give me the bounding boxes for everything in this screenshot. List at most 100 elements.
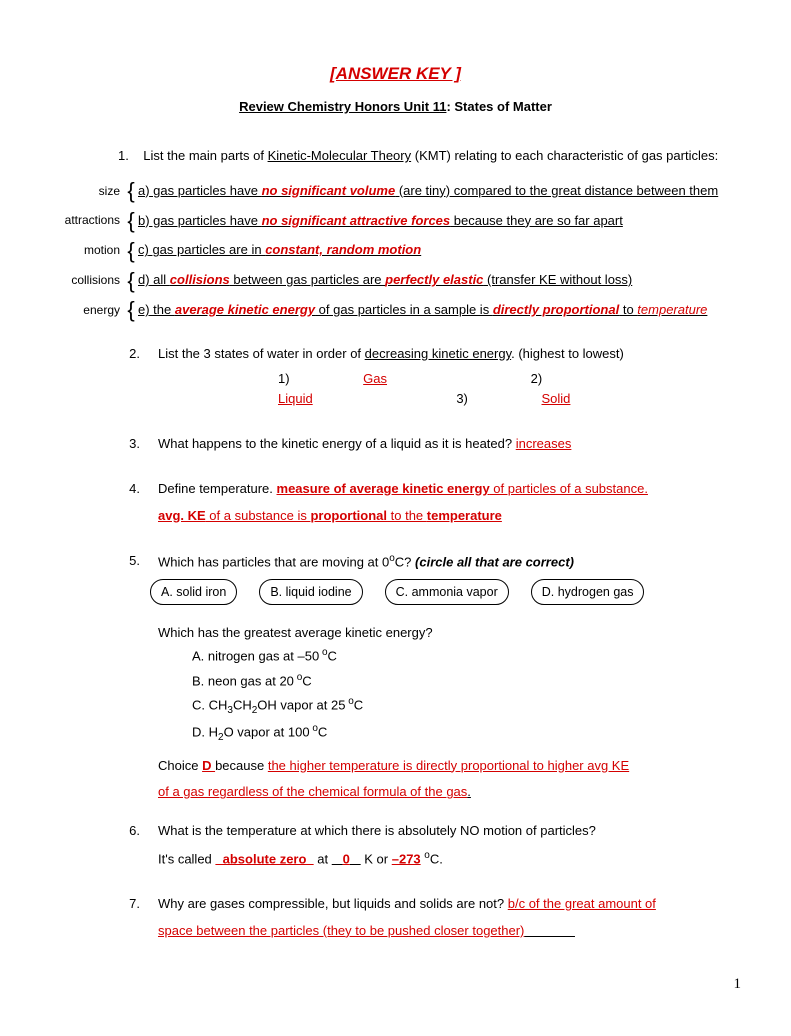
page-number: 1	[50, 972, 741, 996]
choice-explain-2: of a gas regardless of the chemical form…	[158, 782, 741, 803]
t: because	[215, 758, 268, 773]
t: at	[314, 851, 332, 866]
q6: 6. What is the temperature at which ther…	[50, 821, 741, 870]
t: gas particles have	[150, 213, 262, 228]
kmt-letter: b)	[138, 213, 150, 228]
t: K or	[361, 851, 392, 866]
kmt-text: a) gas particles have no significant vol…	[138, 181, 741, 202]
subtitle-rest: : States of Matter	[446, 99, 551, 114]
t: What happens to the kinetic energy of a …	[158, 436, 516, 451]
kmt-text: d) all collisions between gas particles …	[138, 270, 741, 291]
kmt-row-attractions: attractions { b) gas particles have no s…	[50, 211, 741, 232]
t: What is the temperature at which there i…	[158, 823, 596, 838]
opt-c: C. CH3CH2OH vapor at 25 oC	[192, 694, 741, 719]
ans: measure of average kinetic energy	[277, 481, 490, 496]
qnum: 6.	[50, 821, 158, 842]
ans: Gas	[363, 371, 387, 386]
sup-o: o	[310, 723, 318, 734]
kmt-row-energy: energy { e) the average kinetic energy o…	[50, 300, 741, 321]
t: of gas particles in a sample is	[315, 302, 493, 317]
t: List the 3 states of water in order of	[158, 346, 365, 361]
choice-a: A. solid iron	[150, 579, 237, 605]
q1-text-u: Kinetic-Molecular Theory	[268, 148, 412, 163]
brace-icon: {	[124, 303, 138, 317]
t: Which has the greatest average kinetic e…	[158, 625, 433, 640]
qbody: Define temperature. measure of average k…	[158, 479, 741, 527]
q1-text-a: List the main parts of	[143, 148, 267, 163]
choice-c: C. ammonia vapor	[385, 579, 509, 605]
qnum: 7.	[50, 894, 158, 915]
t: CH	[233, 697, 252, 712]
ans: D	[202, 758, 215, 773]
qbody: What is the temperature at which there i…	[158, 821, 741, 870]
ans: 0	[343, 851, 350, 866]
qbody: List the 3 states of water in order of d…	[158, 344, 741, 410]
t: C.	[430, 851, 443, 866]
kmt-letter: a)	[138, 183, 150, 198]
q1-header: 1. List the main parts of Kinetic-Molecu…	[118, 146, 741, 167]
sup-o: o	[345, 696, 353, 707]
t: 1)	[278, 371, 293, 386]
kmt-letter: c)	[138, 242, 149, 257]
t	[350, 851, 361, 866]
kmt-label: attractions	[50, 211, 124, 230]
q3: 3. What happens to the kinetic energy of…	[50, 434, 741, 455]
kmt-text: b) gas particles have no significant att…	[138, 211, 741, 232]
t: 3)	[456, 391, 471, 406]
kmt-row-collisions: collisions { d) all collisions between g…	[50, 270, 741, 291]
subtitle: Review Chemistry Honors Unit 11: States …	[50, 97, 741, 118]
t: . (highest to lowest)	[511, 346, 624, 361]
ans: temperature	[427, 508, 502, 523]
t: Choice	[158, 758, 202, 773]
sup-o: o	[319, 647, 327, 658]
t: between gas particles are	[230, 272, 385, 287]
t: (transfer KE without loss)	[483, 272, 632, 287]
t: 2)	[531, 371, 543, 386]
ans: absolute zero	[215, 851, 313, 866]
brace-icon: {	[124, 214, 138, 228]
t: Which has particles that are moving at 0	[158, 554, 389, 569]
qnum: 5.	[50, 551, 158, 572]
q5b: Which has the greatest average kinetic e…	[50, 623, 741, 803]
kmt-row-size: size { a) gas particles have no signific…	[50, 181, 741, 202]
t: D. H	[192, 724, 218, 739]
ans: –273	[392, 851, 421, 866]
t: Why are gases compressible, but liquids …	[158, 896, 508, 911]
t: gas particles have	[150, 183, 262, 198]
ans: of particles of a substance.	[490, 481, 648, 496]
subtitle-underline: Review Chemistry Honors Unit 11	[239, 99, 446, 114]
t: O vapor at 100	[224, 724, 310, 739]
opt-b: B. neon gas at 20 oC	[192, 670, 741, 692]
t: OH vapor at 25	[257, 697, 345, 712]
sup-o: o	[294, 672, 302, 683]
t: because they are so far apart	[450, 213, 623, 228]
qbody: Which has particles that are moving at 0…	[158, 551, 741, 573]
kmt-text: c) gas particles are in constant, random…	[138, 240, 741, 261]
brace-icon: {	[124, 244, 138, 258]
t: C?	[395, 554, 415, 569]
kmt-letter: d)	[138, 272, 150, 287]
kmt-letter: e)	[138, 302, 150, 317]
blank-line	[524, 923, 575, 938]
q5: 5. Which has particles that are moving a…	[50, 551, 741, 573]
t: B. neon gas at 20	[192, 673, 294, 688]
t: all	[150, 272, 170, 287]
t: to the	[387, 508, 427, 523]
choices-row: A. solid iron B. liquid iodine C. ammoni…	[150, 579, 741, 605]
qnum: 2.	[50, 344, 158, 365]
t: decreasing kinetic energy	[365, 346, 511, 361]
t: .	[467, 784, 471, 799]
ans: space between the particles (they to be …	[158, 923, 524, 938]
kmt-text: e) the average kinetic energy of gas par…	[138, 300, 741, 321]
kmt-em: perfectly elastic	[385, 272, 483, 287]
t: to	[619, 302, 637, 317]
kmt-em: no significant volume	[262, 183, 396, 198]
qnum: 4.	[50, 479, 158, 500]
kmt-em: collisions	[170, 272, 230, 287]
kmt-label: motion	[50, 241, 124, 260]
t: temperature	[637, 302, 707, 317]
choice-d: D. hydrogen gas	[531, 579, 645, 605]
ans: increases	[516, 436, 572, 451]
ans: b/c of the great amount of	[508, 896, 656, 911]
kmt-em: average kinetic energy	[175, 302, 315, 317]
